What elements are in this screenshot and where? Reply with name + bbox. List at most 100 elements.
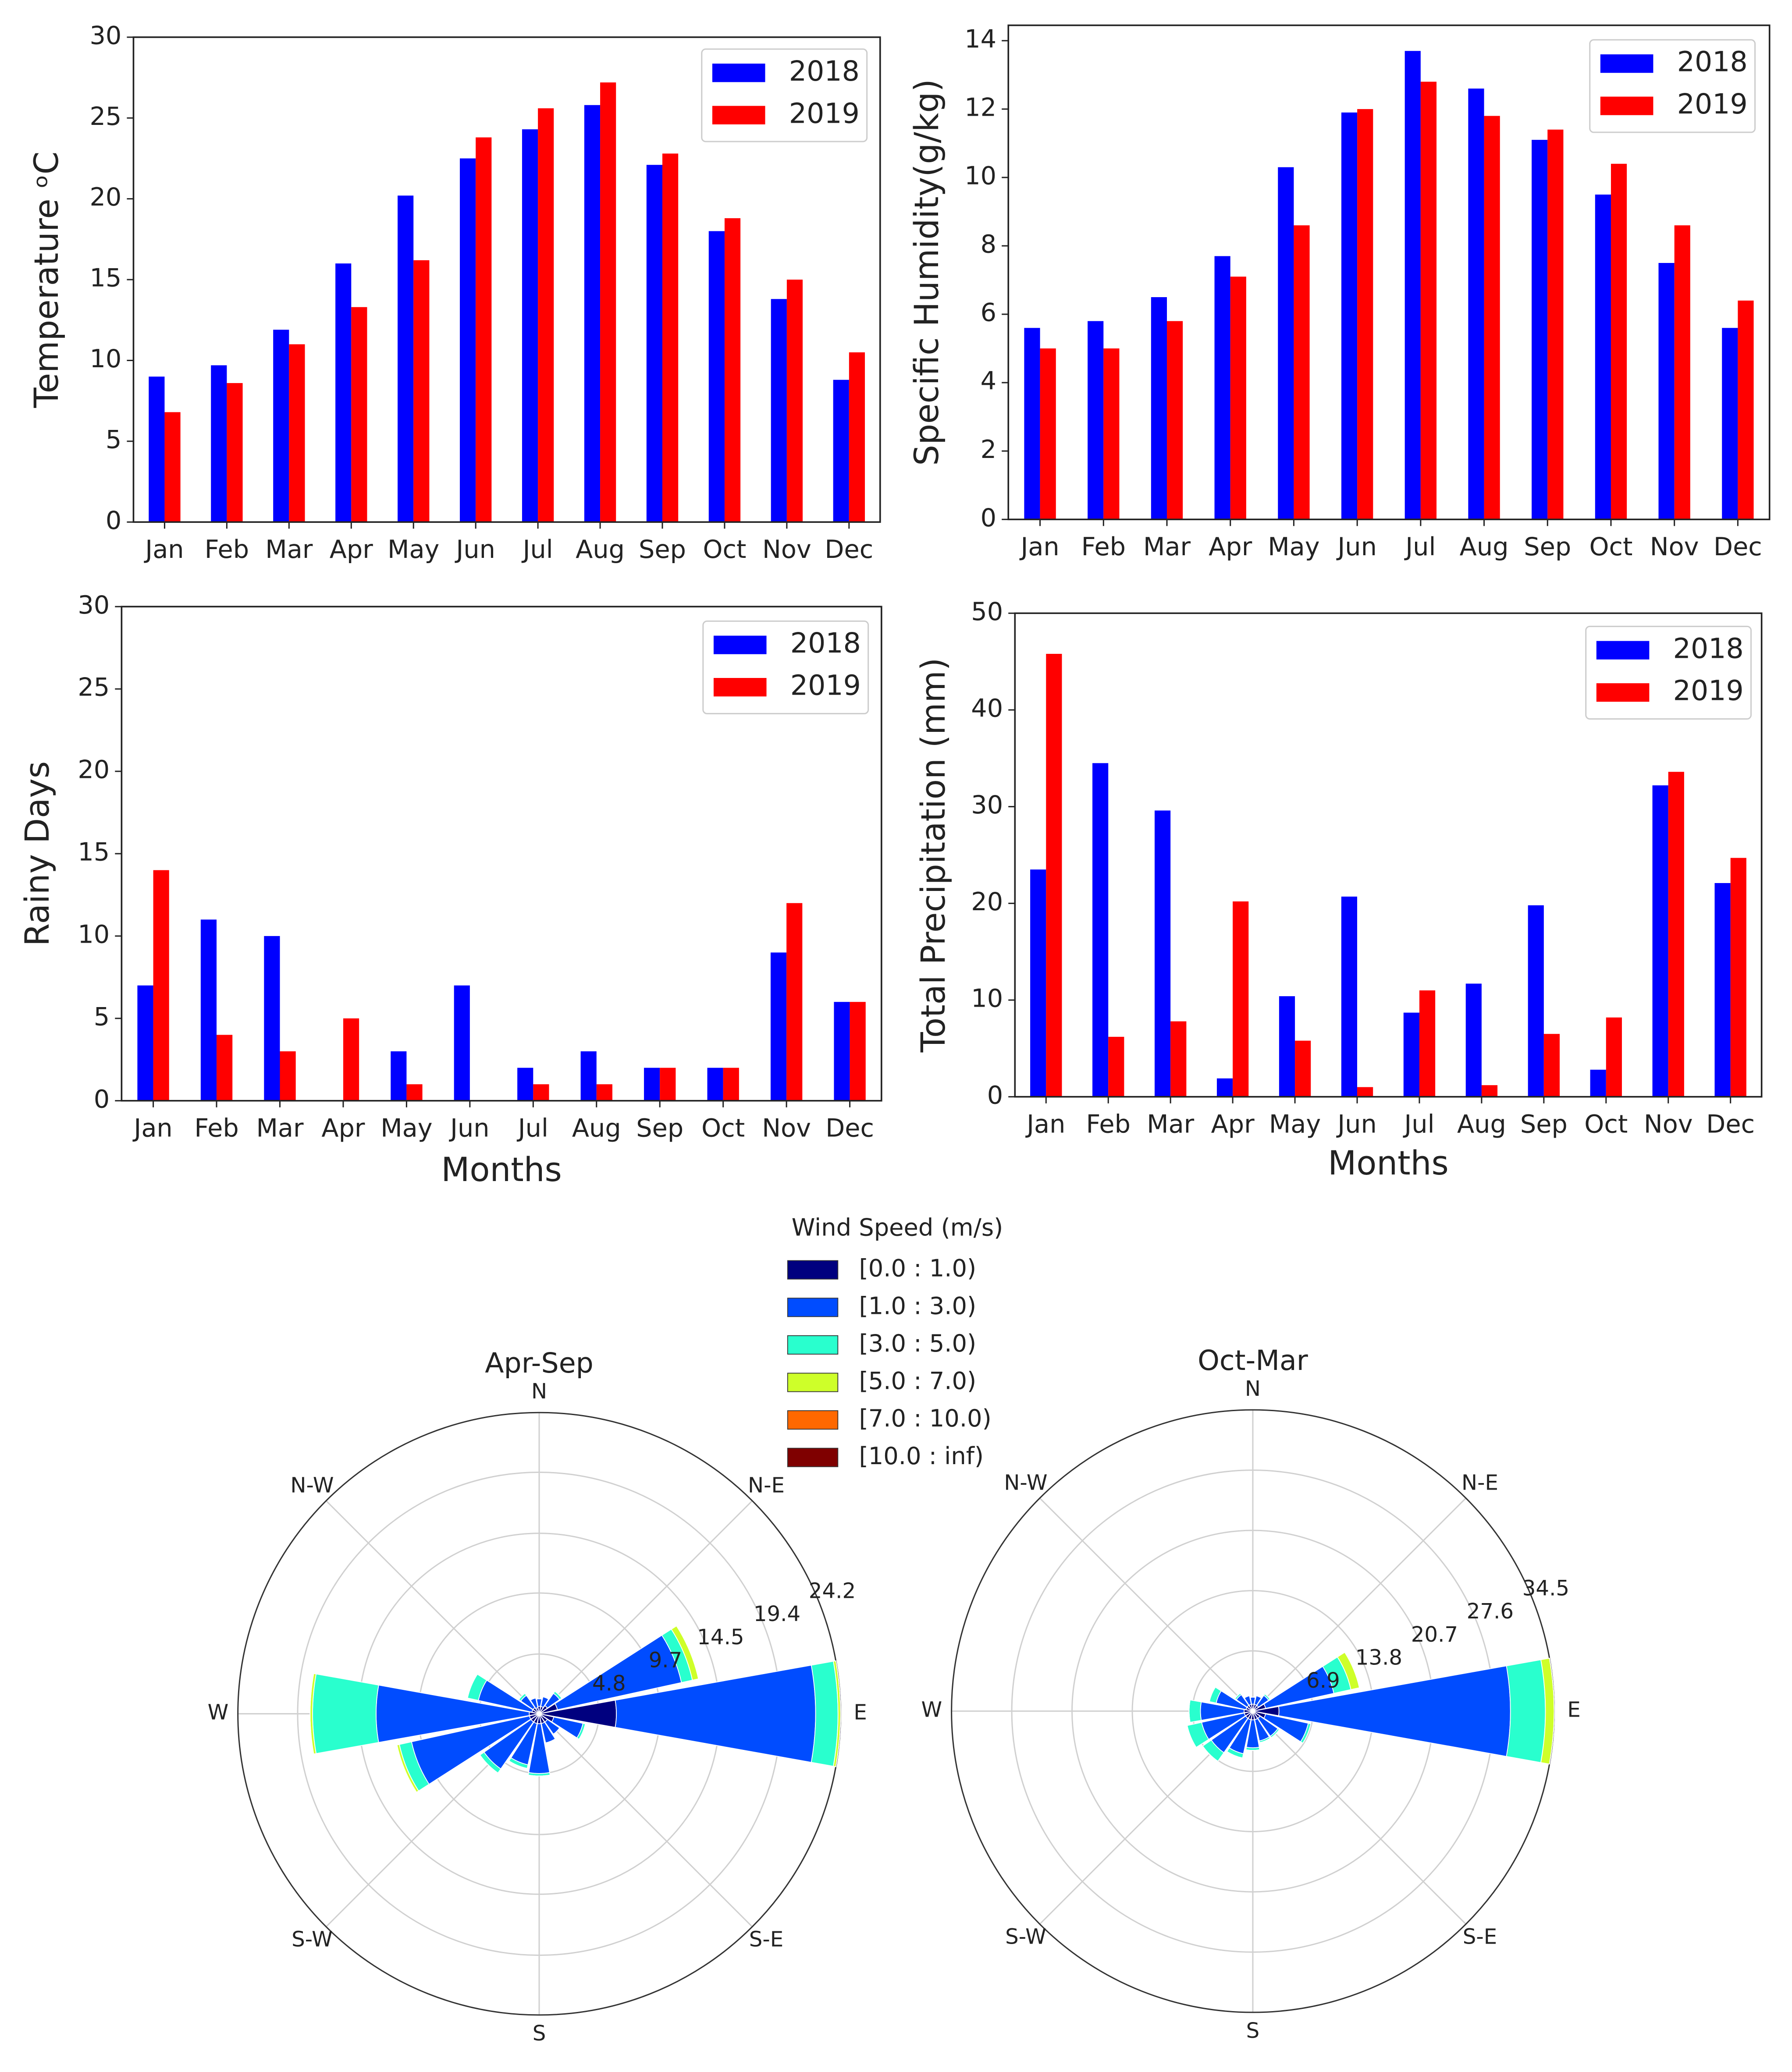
legend-label: 2018 xyxy=(1677,46,1748,78)
ring-label: 20.7 xyxy=(1411,1622,1458,1647)
bar xyxy=(833,380,849,522)
legend-label: 2018 xyxy=(1673,632,1744,664)
bar xyxy=(1030,869,1046,1097)
direction-label: S-W xyxy=(292,1927,333,1952)
y-tick-label: 14 xyxy=(964,24,996,53)
bar xyxy=(1233,901,1249,1097)
legend-label: 2019 xyxy=(790,669,861,702)
bar xyxy=(662,153,679,522)
x-tick-label: Oct xyxy=(1589,532,1632,561)
y-tick-label: 6 xyxy=(981,298,996,327)
bar xyxy=(1216,1078,1233,1097)
x-tick-label: Sep xyxy=(1524,532,1571,561)
rose-segment xyxy=(1209,1687,1216,1702)
bar xyxy=(1357,1087,1373,1097)
x-tick-label: Aug xyxy=(572,1114,621,1143)
legend-swatch xyxy=(713,635,767,654)
rose-title: Apr-Sep xyxy=(485,1347,594,1379)
rose-title: Oct-Mar xyxy=(1198,1344,1308,1377)
rose-segment xyxy=(1234,1692,1241,1699)
bar xyxy=(1230,277,1246,520)
bar xyxy=(454,985,470,1101)
x-tick-label: Jan xyxy=(1025,1110,1065,1139)
bar xyxy=(273,330,289,522)
x-tick-label: Jun xyxy=(455,535,495,564)
x-tick-label: Sep xyxy=(639,535,686,564)
bar xyxy=(1294,225,1310,520)
radial-grid xyxy=(538,1500,753,1714)
x-axis-label: Months xyxy=(1328,1144,1448,1182)
bar xyxy=(1278,167,1294,520)
bar xyxy=(1674,225,1690,520)
legend-swatch xyxy=(787,1298,839,1317)
bar xyxy=(1468,89,1484,520)
y-tick-label: 10 xyxy=(964,161,996,191)
x-tick-label: Jul xyxy=(517,1114,548,1143)
y-tick-label: 40 xyxy=(971,694,1003,723)
bar xyxy=(1024,328,1040,520)
bar xyxy=(289,344,305,522)
x-tick-label: Dec xyxy=(1714,532,1762,561)
legend-label: [10.0 : inf) xyxy=(859,1442,984,1470)
bar xyxy=(1611,163,1627,520)
legend-label: [1.0 : 3.0) xyxy=(859,1292,977,1320)
plot-frame xyxy=(1014,612,1763,1098)
legend-swatch xyxy=(787,1260,839,1280)
ring-label: 19.4 xyxy=(754,1602,800,1626)
bar xyxy=(1151,297,1167,520)
x-tick-label: Jul xyxy=(1403,1110,1434,1139)
rose-segment xyxy=(1506,1659,1546,1763)
legend-label: 2019 xyxy=(789,97,860,129)
x-tick-label: Jun xyxy=(449,1114,489,1143)
bar xyxy=(771,299,787,522)
legend-title: Wind Speed (m/s) xyxy=(792,1213,1003,1241)
bar xyxy=(786,903,803,1101)
rose-segment xyxy=(1188,1699,1191,1723)
bar xyxy=(343,1018,359,1101)
radial-grid xyxy=(325,1500,540,1714)
bar xyxy=(533,1084,549,1101)
bar xyxy=(1279,996,1295,1097)
bar xyxy=(1595,194,1611,520)
direction-label: E xyxy=(1567,1698,1580,1722)
bar xyxy=(1532,140,1548,520)
legend-swatch xyxy=(787,1335,839,1355)
direction-label: N-W xyxy=(1004,1471,1047,1495)
x-tick-label: Mar xyxy=(1143,532,1191,561)
x-tick-label: Sep xyxy=(636,1114,683,1143)
direction-label: E xyxy=(853,1700,867,1725)
bar xyxy=(1714,883,1731,1097)
bar xyxy=(1092,763,1109,1097)
direction-label: S-E xyxy=(1463,1925,1497,1949)
y-axis-label: Specific Humidity(g/kg) xyxy=(907,79,946,465)
x-tick-label: Nov xyxy=(762,535,811,564)
y-axis-label: Temperature ᵒC xyxy=(27,152,66,408)
legend-swatch xyxy=(712,64,765,82)
x-tick-label: Aug xyxy=(576,535,625,564)
y-tick-label: 0 xyxy=(981,503,996,532)
x-tick-label: May xyxy=(1269,1110,1321,1139)
direction-label: N-E xyxy=(1461,1471,1498,1495)
bar xyxy=(153,870,169,1101)
bar xyxy=(646,165,663,522)
direction-label: N-E xyxy=(748,1473,785,1498)
y-tick-label: 15 xyxy=(89,263,121,293)
rose-segment xyxy=(1256,1695,1262,1699)
legend-swatch xyxy=(787,1410,839,1430)
direction-label: S xyxy=(1246,2019,1260,2043)
direction-label: W xyxy=(921,1698,942,1722)
rose-segment xyxy=(835,1660,841,1767)
bar xyxy=(517,1068,533,1101)
y-tick-label: 5 xyxy=(106,425,121,454)
x-tick-label: Apr xyxy=(1209,532,1252,561)
bar xyxy=(596,1084,612,1101)
x-tick-label: Oct xyxy=(703,535,746,564)
bar xyxy=(1547,129,1564,520)
bar xyxy=(1108,1036,1124,1097)
bar xyxy=(476,137,492,522)
ring-label: 4.8 xyxy=(592,1671,626,1696)
bar xyxy=(1484,116,1500,520)
plot-frame xyxy=(1007,24,1771,521)
bar xyxy=(538,108,554,522)
bar xyxy=(1214,256,1230,520)
